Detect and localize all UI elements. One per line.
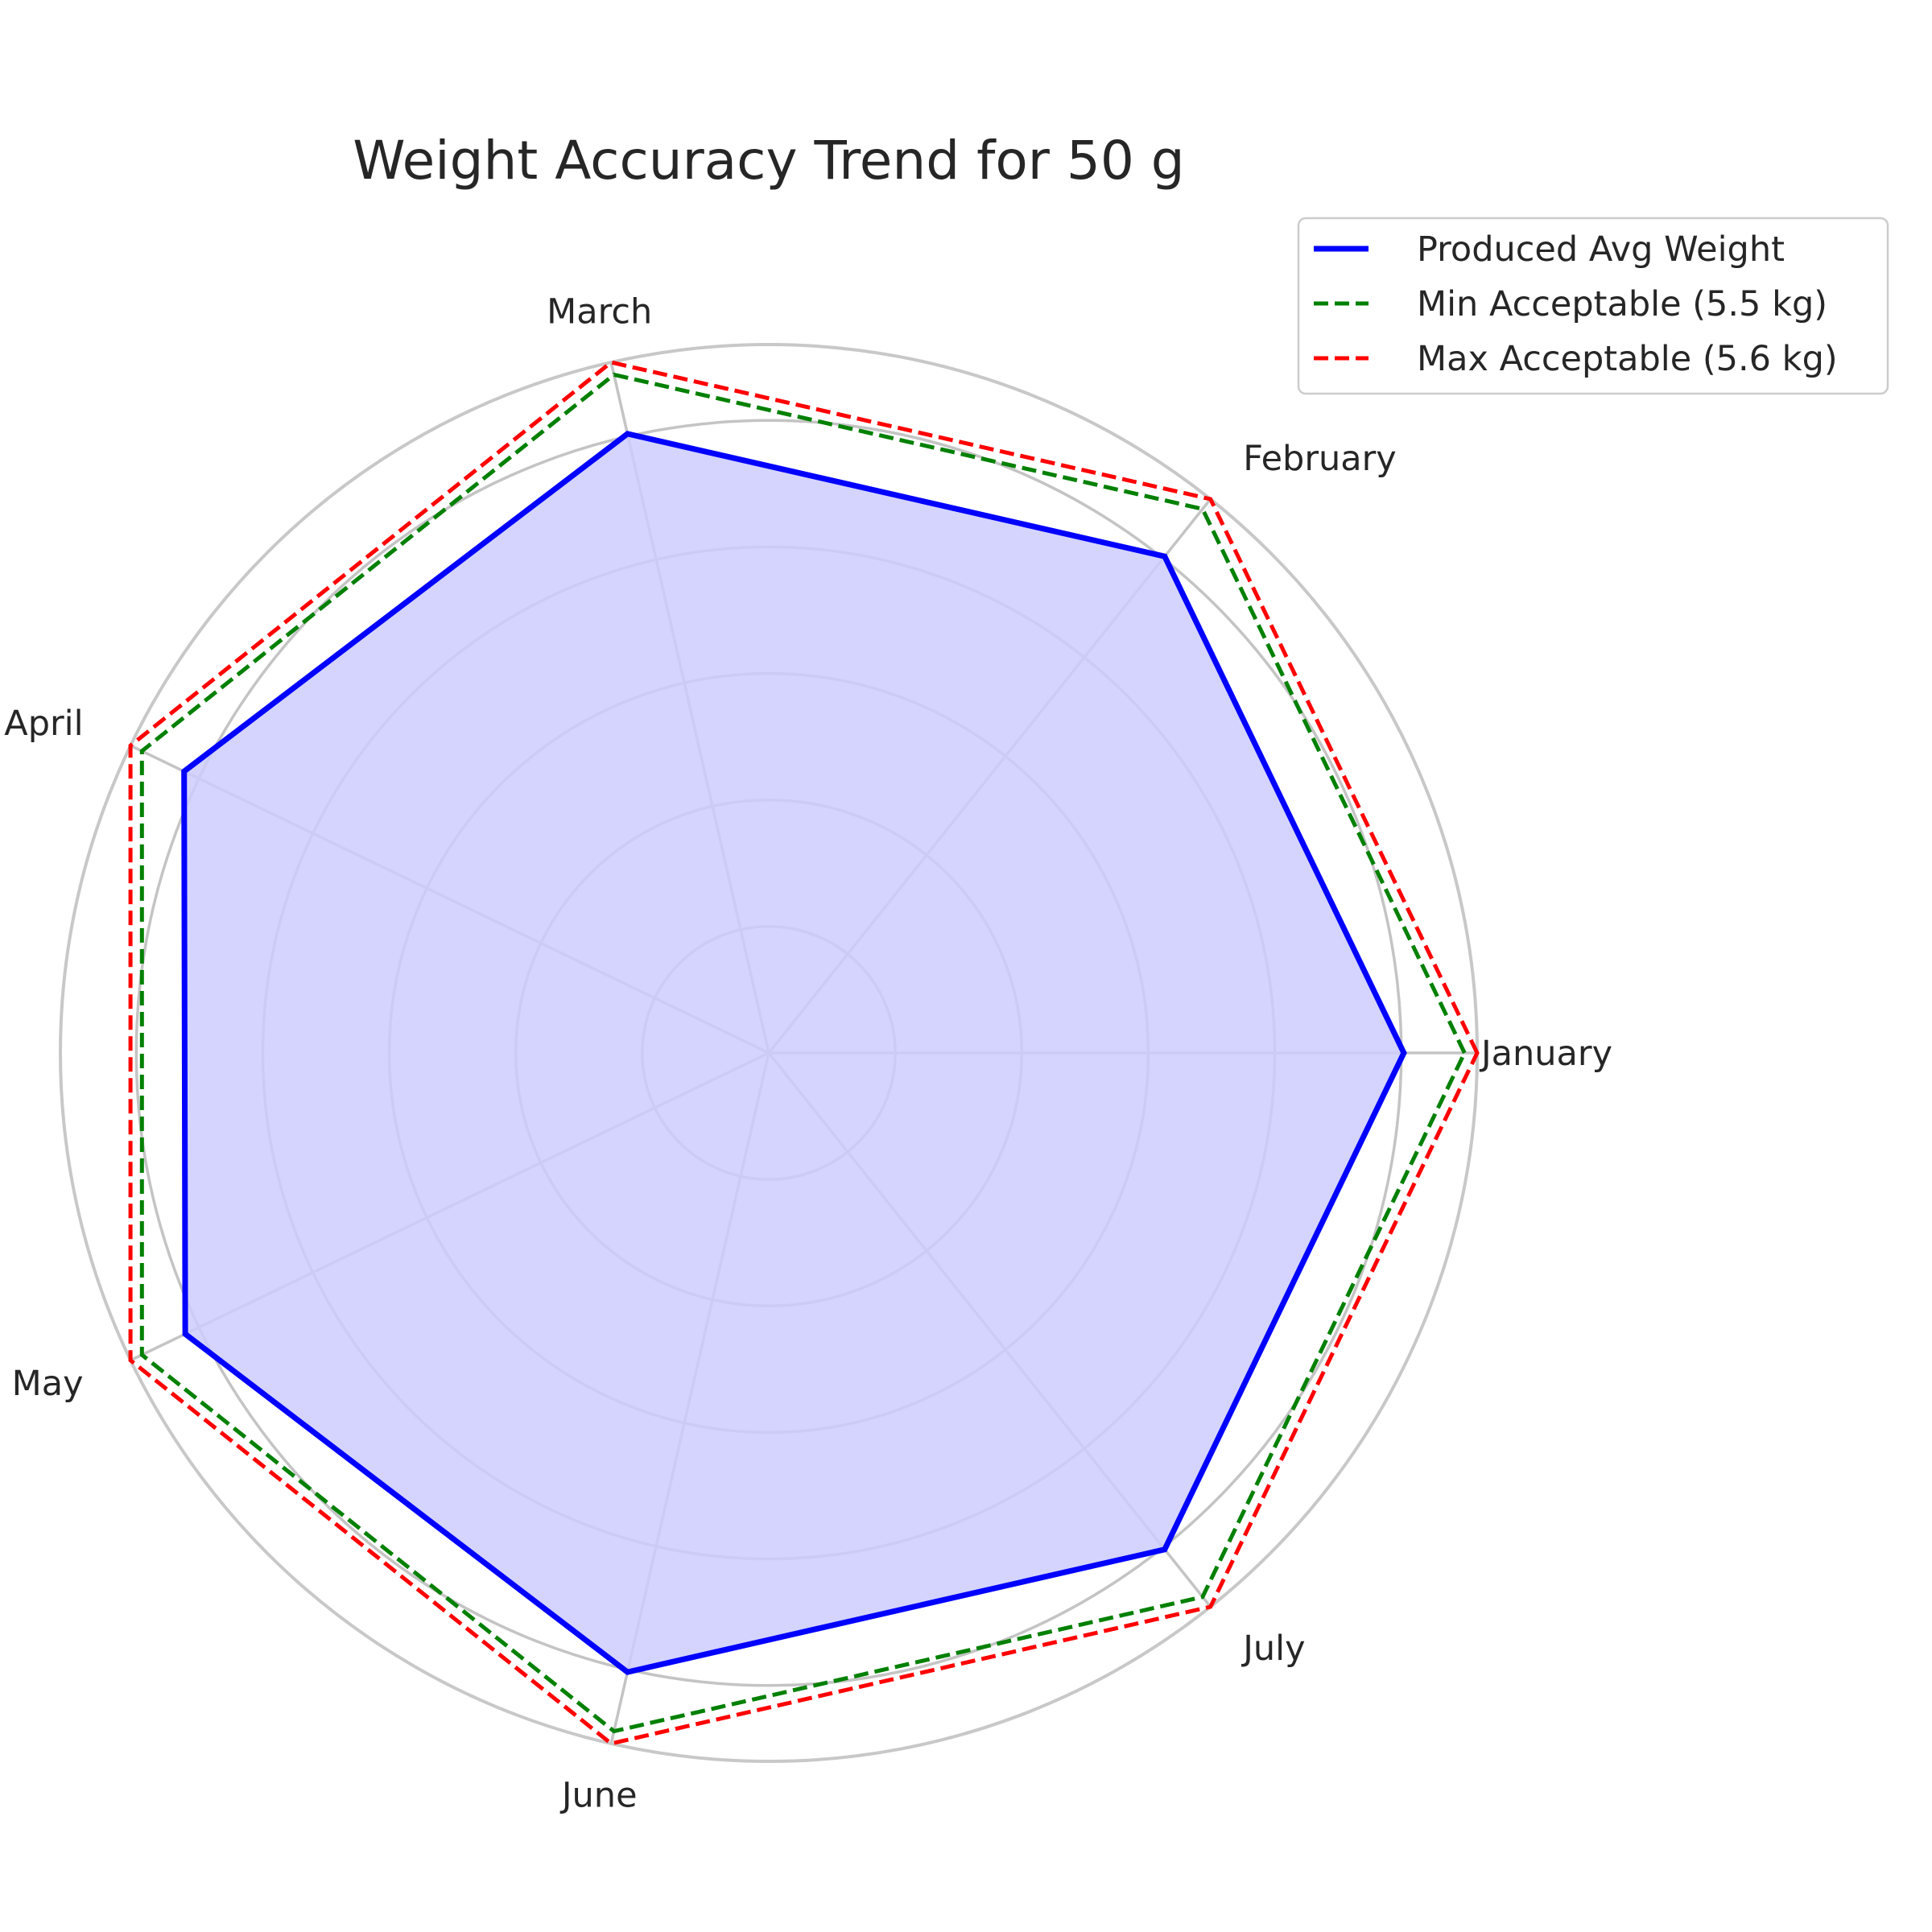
legend-label-max-acceptable: Max Acceptable (5.6 kg) bbox=[1417, 339, 1838, 379]
category-label-january: January bbox=[1479, 1034, 1612, 1074]
series-layer bbox=[128, 360, 1480, 1746]
legend-label-produced: Produced Avg Weight bbox=[1417, 229, 1785, 270]
category-label-may: May bbox=[12, 1364, 84, 1404]
series-line-max-acceptable bbox=[128, 360, 1480, 1746]
category-label-february: February bbox=[1243, 439, 1397, 479]
category-label-april: April bbox=[4, 704, 83, 744]
category-labels: January February March April May June July bbox=[4, 292, 1612, 1816]
legend-box bbox=[1297, 217, 1889, 395]
category-label-july: July bbox=[1241, 1629, 1305, 1669]
chart-title: Weight Accuracy Trend for 50 g bbox=[353, 130, 1184, 192]
category-label-june: June bbox=[559, 1775, 638, 1815]
series-line-min-acceptable bbox=[139, 372, 1468, 1734]
legend-label-min-acceptable: Min Acceptable (5.5 kg) bbox=[1417, 284, 1827, 324]
series-line-produced bbox=[181, 431, 1407, 1675]
category-label-march: March bbox=[547, 292, 652, 332]
series-fill-produced bbox=[184, 433, 1404, 1673]
legend: Produced Avg Weight Min Acceptable (5.5 k… bbox=[1297, 217, 1889, 395]
